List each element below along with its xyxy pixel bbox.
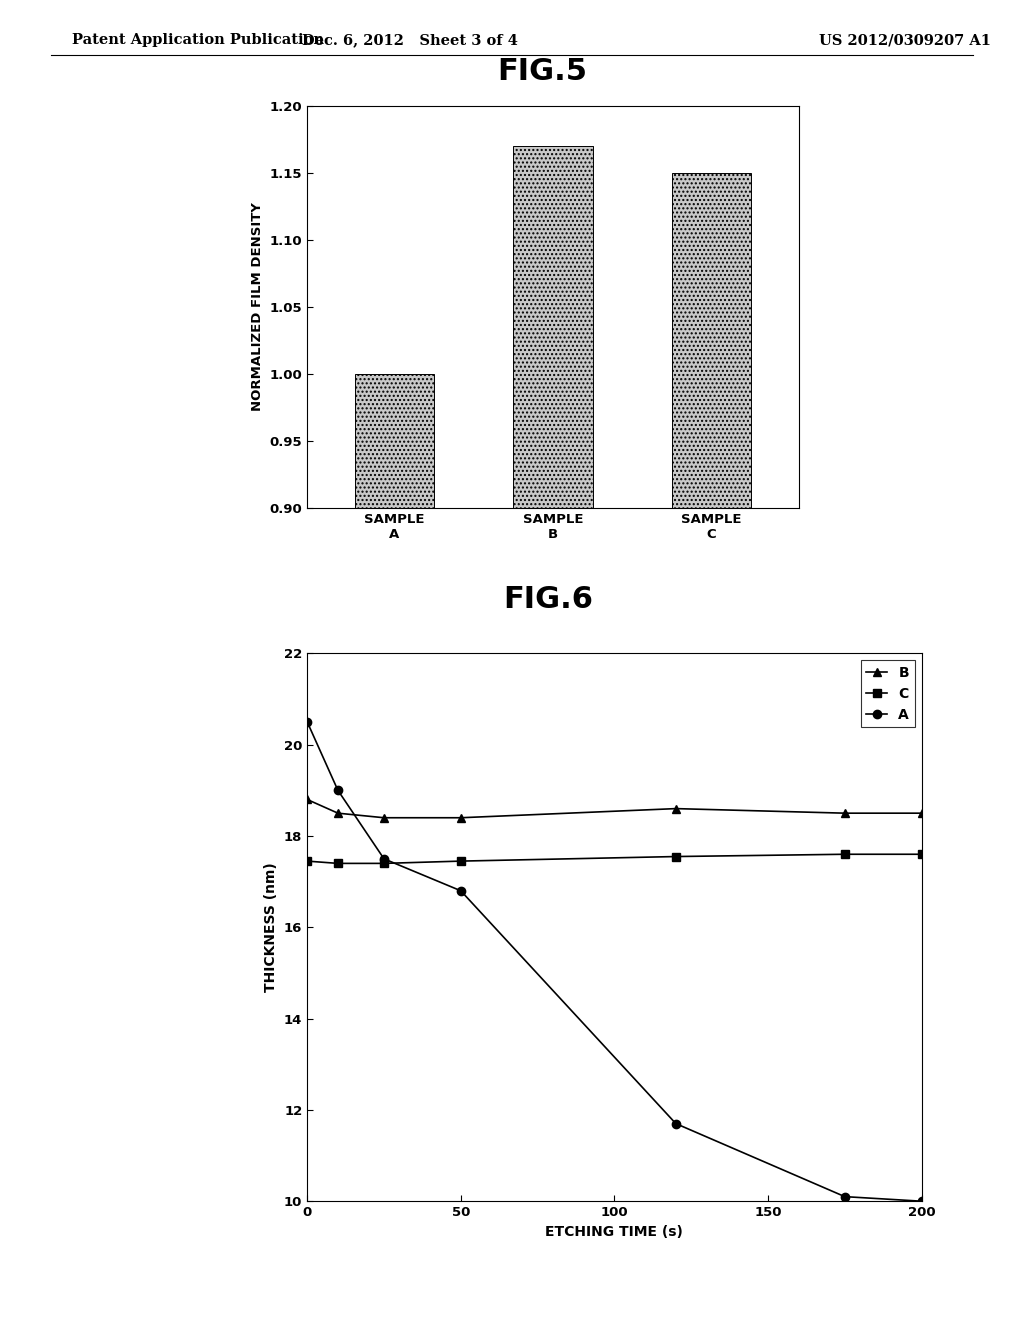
- C: [332, 855, 344, 871]
- B: [839, 805, 851, 821]
- A: [455, 883, 467, 899]
- A: [915, 1193, 928, 1209]
- C: [455, 853, 467, 869]
- A: [839, 1189, 851, 1205]
- A: [378, 851, 390, 867]
- B: [301, 792, 313, 808]
- B: [378, 809, 390, 826]
- Line: B: B: [303, 796, 926, 822]
- Y-axis label: NORMALIZED FILM DENSITY: NORMALIZED FILM DENSITY: [251, 202, 264, 412]
- A: [332, 783, 344, 799]
- B: [332, 805, 344, 821]
- A: [301, 714, 313, 730]
- Legend: B, C, A: B, C, A: [861, 660, 914, 727]
- Bar: [672, 173, 752, 1320]
- B: [670, 801, 682, 817]
- B: [915, 805, 928, 821]
- Line: C: C: [303, 850, 926, 867]
- Text: US 2012/0309207 A1: US 2012/0309207 A1: [819, 33, 991, 48]
- C: [301, 853, 313, 869]
- X-axis label: ETCHING TIME (s): ETCHING TIME (s): [546, 1225, 683, 1238]
- Bar: [513, 147, 593, 1320]
- Line: A: A: [303, 718, 926, 1205]
- Text: FIG.6: FIG.6: [503, 585, 593, 614]
- Text: Dec. 6, 2012   Sheet 3 of 4: Dec. 6, 2012 Sheet 3 of 4: [302, 33, 517, 48]
- Y-axis label: THICKNESS (nm): THICKNESS (nm): [264, 862, 279, 993]
- B: [455, 809, 467, 826]
- C: [839, 846, 851, 862]
- Text: Patent Application Publication: Patent Application Publication: [72, 33, 324, 48]
- C: [378, 855, 390, 871]
- Text: FIG.5: FIG.5: [498, 57, 588, 86]
- A: [670, 1115, 682, 1131]
- Bar: [354, 374, 434, 1320]
- C: [670, 849, 682, 865]
- C: [915, 846, 928, 862]
